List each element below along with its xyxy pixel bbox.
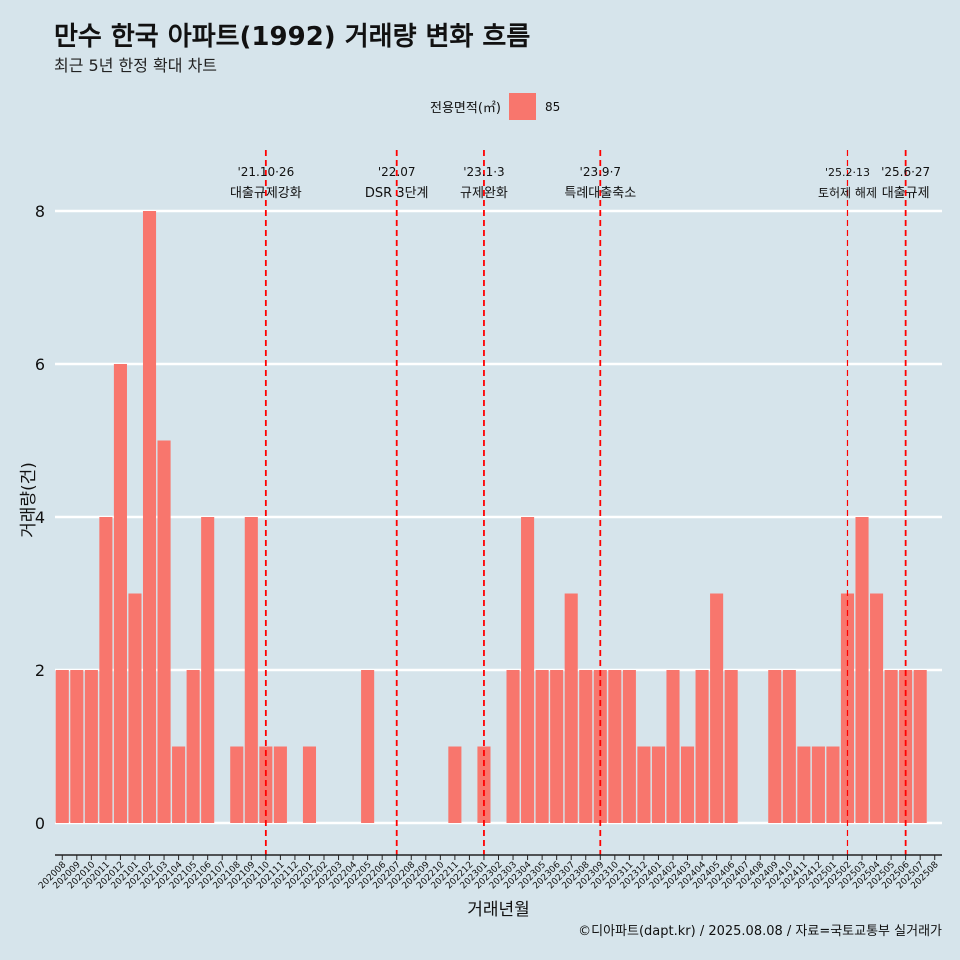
bar: [84, 670, 98, 823]
event-date: '25.2·13: [825, 166, 870, 179]
chart-subtitle: 최근 5년 한정 확대 차트: [54, 56, 218, 75]
event-label: 특례대출축소: [564, 186, 636, 201]
bar: [70, 670, 84, 823]
event-label: 대출규제: [882, 186, 930, 201]
bar: [913, 670, 927, 823]
event-label: 토허제 해제: [818, 186, 877, 200]
bar: [782, 670, 796, 823]
y-tick-label: 0: [35, 814, 45, 833]
bar: [99, 517, 113, 823]
bar: [128, 593, 142, 823]
event-date: '25.6·27: [881, 165, 930, 179]
bar: [811, 746, 825, 823]
legend-swatch: [508, 93, 536, 120]
bar: [870, 593, 884, 823]
x-axis-title: 거래년월: [467, 900, 530, 920]
bar: [666, 670, 680, 823]
bar: [797, 746, 811, 823]
bar: [593, 670, 607, 823]
y-tick-label: 4: [35, 508, 45, 527]
bar: [273, 746, 287, 823]
bar: [506, 670, 520, 823]
y-tick-label: 2: [35, 661, 45, 680]
chart-title: 만수 한국 아파트(1992) 거래량 변화 흐름: [54, 22, 531, 52]
bar: [826, 746, 840, 823]
event-date: '21.10·26: [237, 165, 294, 179]
bar: [710, 593, 724, 823]
bar: [840, 593, 855, 823]
bar: [535, 670, 549, 823]
bar: [855, 517, 869, 823]
bar: [899, 670, 913, 823]
bar: [142, 211, 157, 823]
bar: [768, 670, 782, 823]
source-caption: ©디아파트(dapt.kr) / 2025.08.08 / 자료=국토교통부 실…: [578, 924, 942, 939]
bar: [244, 517, 258, 823]
event-date: '23.1·3: [463, 165, 504, 179]
bar: [157, 440, 171, 823]
legend: 전용면적(㎡) 85: [430, 93, 560, 120]
bar: [361, 670, 375, 823]
bar: [622, 670, 636, 823]
bar: [172, 746, 186, 823]
bar: [448, 746, 462, 823]
bar: [201, 517, 215, 823]
bar: [55, 670, 69, 823]
bar: [579, 670, 593, 823]
bar: [230, 746, 244, 823]
event-label: 규제완화: [460, 186, 508, 201]
bar: [680, 746, 695, 823]
bar: [564, 593, 578, 823]
bar: [724, 670, 738, 823]
event-label: 대출규제강화: [230, 186, 302, 201]
y-tick-label: 8: [35, 202, 45, 221]
bar: [608, 670, 622, 823]
bar: [521, 517, 535, 823]
bar: [884, 670, 898, 823]
y-tick-label: 6: [35, 355, 45, 374]
bar: [550, 670, 564, 823]
bar: [113, 364, 127, 823]
event-date: '22.07: [378, 165, 416, 179]
event-date: '23.9·7: [580, 165, 621, 179]
bar: [695, 670, 709, 823]
bar: [302, 746, 317, 823]
event-label: DSR 3단계: [365, 186, 429, 201]
legend-item-label: 85: [544, 99, 561, 114]
bar: [651, 746, 665, 823]
bar: [637, 746, 651, 823]
legend-title: 전용면적(㎡): [430, 101, 501, 116]
bar: [186, 670, 200, 823]
y-axis-title: 거래량(건): [19, 462, 39, 538]
